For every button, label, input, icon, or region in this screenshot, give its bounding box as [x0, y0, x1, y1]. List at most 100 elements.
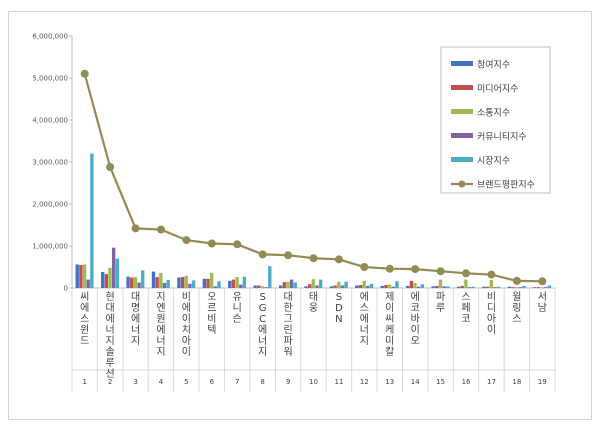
bar-커뮤니티지수	[213, 286, 218, 288]
bar-미디어지수	[435, 285, 439, 288]
bar-커뮤니티지수	[467, 287, 472, 288]
bar-참여지수	[329, 286, 334, 288]
bar-커뮤니티지수	[162, 282, 167, 288]
point-브랜드평판지수	[157, 225, 165, 234]
legend-label: 시장지수	[477, 156, 510, 167]
bar-소통지수	[540, 287, 544, 288]
bar-미디어지수	[384, 285, 388, 288]
bar-소통지수	[311, 279, 316, 288]
point-브랜드평판지수	[284, 251, 293, 260]
legend-box	[440, 46, 551, 194]
bar-시장지수	[115, 258, 119, 288]
rank-label: 3	[133, 378, 137, 386]
bar-미디어지수	[485, 286, 490, 288]
bar-커뮤니티지수	[264, 287, 268, 288]
point-브랜드평판지수	[334, 255, 343, 264]
bar-시장지수	[395, 281, 399, 288]
legend-swatch	[451, 61, 473, 66]
bar-소통지수	[235, 277, 239, 288]
legend-label: 참여지수	[477, 59, 510, 71]
rank-label: 5	[184, 378, 188, 386]
bar-커뮤니티지수	[493, 287, 497, 288]
bar-소통지수	[362, 280, 366, 288]
y-tick-label: 0	[64, 285, 68, 293]
rank-label: 14	[411, 378, 420, 386]
bar-미디어지수	[460, 285, 464, 288]
bar-참여지수	[380, 285, 384, 288]
bar-커뮤니티지수	[391, 286, 395, 288]
bar-소통지수	[209, 272, 214, 288]
bar-참여지수	[228, 280, 232, 288]
bar-참여지수	[355, 285, 359, 288]
bar-시장지수	[471, 286, 475, 288]
bar-커뮤니티지수	[289, 279, 294, 288]
bar-미디어지수	[231, 279, 236, 288]
legend-label: 브랜드평판지수	[477, 180, 535, 191]
bar-커뮤니티지수	[315, 285, 319, 288]
bar-시장지수	[141, 270, 145, 288]
point-브랜드평판지수	[131, 224, 140, 233]
bar-참여지수	[75, 264, 79, 288]
point-브랜드평판지수	[207, 239, 216, 248]
point-브랜드평판지수	[487, 270, 496, 279]
bar-소통지수	[515, 287, 519, 288]
bar-시장지수	[369, 283, 374, 288]
bar-소통지수	[387, 284, 392, 288]
bar-미디어지수	[155, 277, 159, 288]
point-브랜드평판지수	[106, 163, 115, 171]
y-tick-label: 6,000,000	[32, 33, 68, 41]
bar-참여지수	[507, 286, 512, 288]
bar-미디어지수	[536, 287, 541, 288]
bar-시장지수	[547, 285, 552, 288]
bar-시장지수	[522, 285, 526, 288]
rank-label: 16	[462, 378, 471, 386]
point-브랜드평판지수	[182, 236, 191, 245]
legend-swatch-marker	[458, 180, 466, 188]
bar-참여지수	[151, 271, 156, 288]
bar-커뮤니티지수	[137, 282, 141, 288]
bar-소통지수	[337, 281, 341, 288]
point-브랜드평판지수	[462, 269, 470, 278]
bar-참여지수	[278, 285, 283, 288]
y-tick-label: 4,000,000	[32, 117, 68, 125]
bar-커뮤니티지수	[111, 247, 116, 288]
line-series	[80, 69, 547, 286]
y-tick-label: 5,000,000	[32, 75, 68, 83]
y-tick-label: 2,000,000	[32, 201, 68, 209]
bar-참여지수	[533, 287, 537, 288]
rank-label: 17	[487, 378, 496, 386]
bar-시장지수	[446, 286, 450, 288]
bar-미디어지수	[409, 280, 414, 288]
bars	[75, 153, 552, 288]
bar-소통지수	[464, 279, 468, 288]
legend-label: 미디어지수	[477, 84, 518, 95]
point-브랜드평판지수	[538, 277, 547, 286]
bar-소통지수	[159, 272, 163, 288]
bar-커뮤니티지수	[544, 287, 548, 288]
bar-미디어지수	[282, 282, 286, 288]
point-브랜드평판지수	[360, 263, 369, 271]
point-브랜드평판지수	[233, 240, 242, 249]
bar-미디어지수	[79, 264, 83, 288]
bar-커뮤니티지수	[366, 285, 370, 288]
bar-시장지수	[191, 280, 196, 288]
bar-소통지수	[133, 277, 138, 288]
bar-커뮤니티지수	[188, 283, 192, 288]
bar-미디어지수	[511, 287, 515, 288]
bar-미디어지수	[358, 285, 363, 288]
bar-미디어지수	[308, 284, 312, 288]
legend-swatch	[451, 85, 473, 90]
